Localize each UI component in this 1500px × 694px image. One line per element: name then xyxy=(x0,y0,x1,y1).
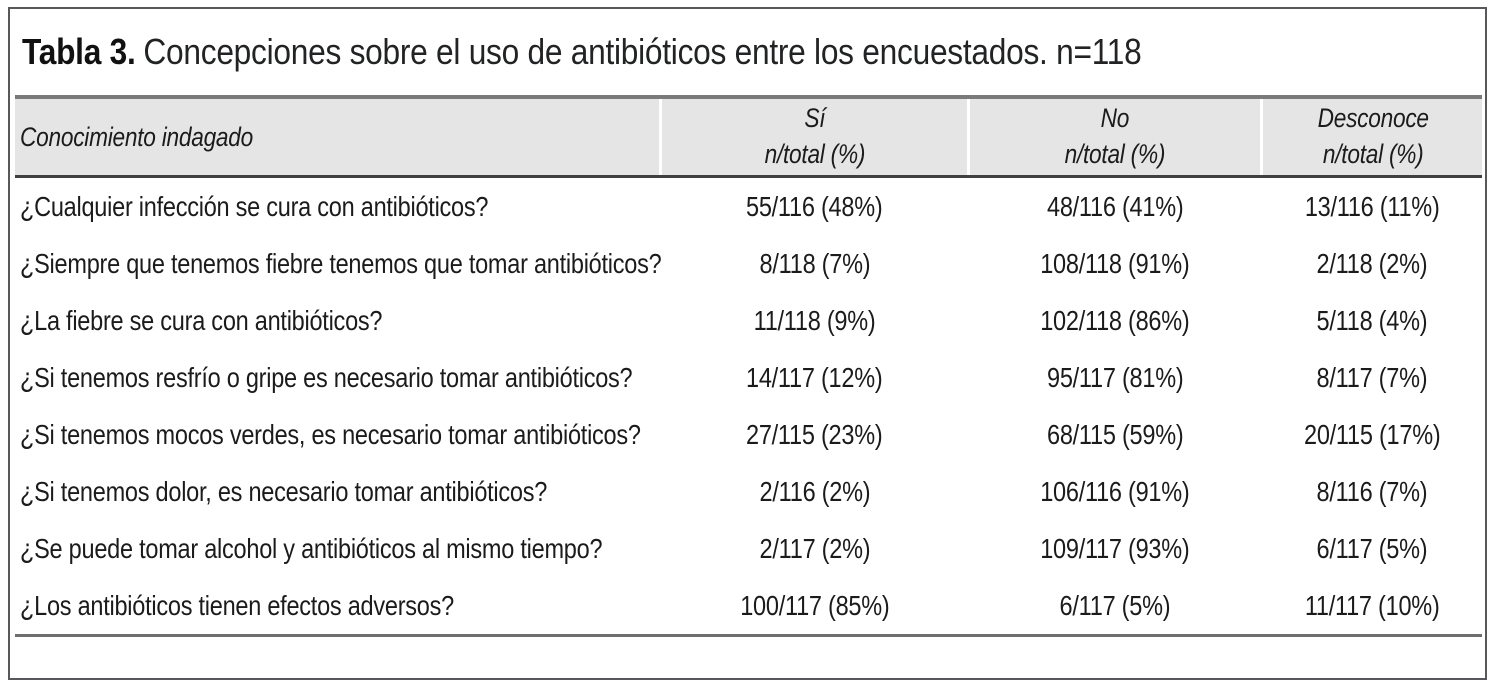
desconoce-cell: 11/117 (10%) xyxy=(1261,577,1482,637)
question-cell: ¿Cualquier infección se cura con antibió… xyxy=(15,177,660,236)
no-value: 95/117 (81%) xyxy=(1046,361,1184,393)
no-value: 106/116 (91%) xyxy=(1040,475,1191,507)
si-value: 27/115 (23%) xyxy=(746,418,883,450)
desconoce-value: 8/117 (7%) xyxy=(1316,361,1428,393)
question-cell: ¿Si tenemos resfrío o gripe es necesario… xyxy=(15,349,660,406)
question-text: ¿Siempre que tenemos fiebre tenemos que … xyxy=(20,247,662,279)
column-header-no-subline: n/total (%) xyxy=(1064,139,1166,169)
question-cell: ¿Los antibióticos tienen efectos adverso… xyxy=(15,577,661,637)
desconoce-value: 13/116 (11%) xyxy=(1304,190,1440,222)
si-value: 2/116 (2%) xyxy=(759,475,870,507)
desconoce-cell: 8/117 (7%) xyxy=(1262,349,1482,406)
no-cell: 108/118 (91%) xyxy=(969,235,1262,292)
si-cell: 100/117 (85%) xyxy=(660,577,969,637)
question-text: ¿La fiebre se cura con antibióticos? xyxy=(20,304,383,336)
desconoce-cell: 13/116 (11%) xyxy=(1262,177,1482,236)
desconoce-cell: 20/115 (17%) xyxy=(1262,406,1482,463)
si-value: 2/117 (2%) xyxy=(759,532,870,564)
si-cell: 55/116 (48%) xyxy=(660,177,968,236)
desconoce-value: 5/118 (4%) xyxy=(1316,304,1428,336)
table-row: ¿Cualquier infección se cura con antibió… xyxy=(15,177,1482,236)
si-value: 55/116 (48%) xyxy=(746,190,883,222)
si-value: 100/117 (85%) xyxy=(739,589,890,621)
si-cell: 11/118 (9%) xyxy=(660,292,968,349)
column-header-si-subline: n/total (%) xyxy=(764,139,865,169)
no-cell: 95/117 (81%) xyxy=(969,349,1262,406)
table-title-label: Tabla 3. xyxy=(22,31,136,72)
desconoce-value: 6/117 (5%) xyxy=(1316,532,1428,564)
no-value: 102/118 (86%) xyxy=(1040,304,1191,336)
no-cell: 6/117 (5%) xyxy=(968,577,1262,637)
question-text: ¿Se puede tomar alcohol y antibióticos a… xyxy=(20,532,603,564)
question-cell: ¿Se puede tomar alcohol y antibióticos a… xyxy=(15,520,660,577)
desconoce-value: 11/117 (10%) xyxy=(1304,589,1440,621)
no-cell: 48/116 (41%) xyxy=(969,177,1262,236)
column-header-desconoce-label: Desconoce xyxy=(1317,103,1429,134)
table-title-text: Concepciones sobre el uso de antibiótico… xyxy=(143,31,1142,72)
column-header-si-label: Sí xyxy=(804,103,825,134)
no-value: 48/116 (41%) xyxy=(1046,190,1184,222)
question-cell: ¿Si tenemos dolor, es necesario tomar an… xyxy=(15,463,660,520)
column-header-desconoce: Desconoce n/total (%) xyxy=(1260,95,1482,178)
si-cell: 2/116 (2%) xyxy=(660,463,968,520)
table-row: ¿Si tenemos resfrío o gripe es necesario… xyxy=(15,349,1482,406)
question-cell: ¿Si tenemos mocos verdes, es necesario t… xyxy=(15,406,660,463)
si-value: 11/118 (9%) xyxy=(753,304,876,336)
question-text: ¿Si tenemos dolor, es necesario tomar an… xyxy=(20,475,548,507)
no-cell: 106/116 (91%) xyxy=(969,463,1262,520)
si-cell: 14/117 (12%) xyxy=(660,349,968,406)
question-text: ¿Si tenemos resfrío o gripe es necesario… xyxy=(20,361,633,393)
si-cell: 8/118 (7%) xyxy=(660,235,968,292)
question-cell: ¿La fiebre se cura con antibióticos? xyxy=(15,292,660,349)
no-value: 6/117 (5%) xyxy=(1059,589,1171,621)
column-header-si: Sí n/total (%) xyxy=(658,95,969,178)
table-row: ¿Se puede tomar alcohol y antibióticos a… xyxy=(15,520,1482,577)
no-cell: 68/115 (59%) xyxy=(969,406,1262,463)
desconoce-value: 2/118 (2%) xyxy=(1316,247,1428,279)
column-header-desconoce-subline: n/total (%) xyxy=(1322,139,1423,169)
question-text: ¿Si tenemos mocos verdes, es necesario t… xyxy=(20,418,641,450)
column-header-no: No n/total (%) xyxy=(967,95,1262,178)
no-cell: 109/117 (93%) xyxy=(969,520,1262,577)
column-header-no-label: No xyxy=(1100,103,1130,134)
desconoce-value: 8/116 (7%) xyxy=(1316,475,1428,507)
no-value: 109/117 (93%) xyxy=(1040,532,1191,564)
si-cell: 27/115 (23%) xyxy=(660,406,968,463)
column-header-question-label: Conocimiento indagado xyxy=(20,121,254,152)
desconoce-value: 20/115 (17%) xyxy=(1303,418,1441,450)
table-row: ¿Si tenemos mocos verdes, es necesario t… xyxy=(15,406,1482,463)
antibiotics-conceptions-table: Conocimiento indagado Sí n/total (%) No … xyxy=(15,95,1482,637)
table-row: ¿Si tenemos dolor, es necesario tomar an… xyxy=(15,463,1482,520)
desconoce-cell: 5/118 (4%) xyxy=(1262,292,1482,349)
no-value: 108/118 (91%) xyxy=(1040,247,1191,279)
question-text: ¿Cualquier infección se cura con antibió… xyxy=(20,190,489,222)
question-cell: ¿Siempre que tenemos fiebre tenemos que … xyxy=(15,235,662,292)
table-title: Tabla 3. Concepciones sobre el uso de ant… xyxy=(10,9,1485,95)
no-cell: 102/118 (86%) xyxy=(969,292,1262,349)
no-value: 68/115 (59%) xyxy=(1046,418,1184,450)
question-text: ¿Los antibióticos tienen efectos adverso… xyxy=(20,589,454,621)
table-frame: Tabla 3. Concepciones sobre el uso de ant… xyxy=(8,7,1487,680)
si-value: 14/117 (12%) xyxy=(746,361,883,393)
desconoce-cell: 8/116 (7%) xyxy=(1262,463,1482,520)
table-row: ¿La fiebre se cura con antibióticos? 11/… xyxy=(15,292,1482,349)
si-cell: 2/117 (2%) xyxy=(660,520,968,577)
desconoce-cell: 6/117 (5%) xyxy=(1262,520,1482,577)
table-row: ¿Los antibióticos tienen efectos adverso… xyxy=(15,577,1482,637)
si-value: 8/118 (7%) xyxy=(759,247,870,279)
table-body: ¿Cualquier infección se cura con antibió… xyxy=(15,177,1482,637)
desconoce-cell: 2/118 (2%) xyxy=(1262,235,1482,292)
header-row: Conocimiento indagado Sí n/total (%) No … xyxy=(15,95,1482,178)
table-row: ¿Siempre que tenemos fiebre tenemos que … xyxy=(15,235,1482,292)
column-header-question: Conocimiento indagado xyxy=(15,95,661,178)
table-header: Conocimiento indagado Sí n/total (%) No … xyxy=(15,95,1482,178)
